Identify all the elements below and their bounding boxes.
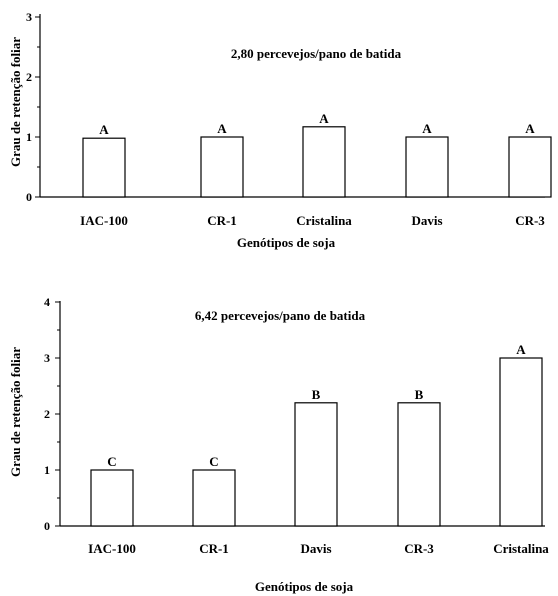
significance-letter: C (107, 454, 116, 469)
category-label: IAC-100 (80, 213, 128, 228)
bar (200, 136, 244, 198)
x-axis-label: Genótipos de soja (255, 579, 354, 594)
bar (90, 469, 134, 527)
significance-letter: A (217, 121, 227, 136)
chart-annotation: 2,80 percevejos/pano de batida (231, 46, 402, 61)
y-tick-label: 0 (44, 519, 50, 533)
category-label: Davis (300, 541, 331, 556)
bar (302, 126, 346, 198)
y-tick-label: 1 (44, 463, 50, 477)
chart-top: 0 1 2 3 A A A A A IAC-100 CR-1 Cristalina Davis CR-… (8, 10, 552, 250)
category-label: Davis (411, 213, 442, 228)
category-labels: IAC-100 CR-1 Cristalina Davis CR-3 (80, 213, 545, 228)
category-label: CR-1 (199, 541, 229, 556)
significance-letter: B (415, 387, 424, 402)
y-ticks: 0 1 2 3 (26, 10, 40, 204)
bar (192, 469, 236, 527)
bar (397, 402, 441, 527)
y-tick-label: 1 (26, 130, 32, 144)
significance-letter: A (99, 122, 109, 137)
significance-letter: A (422, 121, 432, 136)
y-ticks: 0 1 2 3 4 (44, 295, 60, 533)
y-axis-label: Grau de retenção foliar (8, 37, 23, 167)
significance-letters: C C B B A (107, 342, 526, 469)
y-tick-label: 2 (26, 70, 32, 84)
significance-letter: B (312, 387, 321, 402)
bar (499, 357, 543, 527)
bars (90, 357, 543, 527)
y-axis-label: Grau de retenção foliar (8, 347, 23, 477)
bars (82, 126, 552, 198)
category-label: CR-3 (404, 541, 434, 556)
significance-letter: A (516, 342, 526, 357)
bar (294, 402, 338, 527)
significance-letters: A AAA A (99, 111, 535, 137)
y-tick-label: 4 (44, 295, 50, 309)
significance-letter: A (525, 121, 535, 136)
category-labels: IAC-100 CR-1 Davis CR-3 Cristalina (88, 541, 549, 556)
chart-annotation: 6,42 percevejos/pano de batida (195, 308, 366, 323)
significance-letter: A (319, 111, 329, 126)
category-label: IAC-100 (88, 541, 136, 556)
category-label: Cristalina (493, 541, 549, 556)
x-axis-label: Genótipos de soja (237, 235, 336, 250)
y-tick-label: 3 (26, 10, 32, 24)
bar (82, 137, 126, 198)
significance-letter: C (209, 454, 218, 469)
bar (405, 136, 449, 198)
category-label: CR-1 (207, 213, 237, 228)
chart-bottom: 0 1 2 3 4 C C B B A IAC-100 CR-1 Davis CR-3 Cristali… (8, 295, 549, 594)
y-tick-label: 3 (44, 351, 50, 365)
y-tick-label: 2 (44, 407, 50, 421)
y-tick-label: 0 (26, 190, 32, 204)
category-label: Cristalina (296, 213, 352, 228)
category-label: CR-3 (515, 213, 545, 228)
bar (508, 136, 552, 198)
